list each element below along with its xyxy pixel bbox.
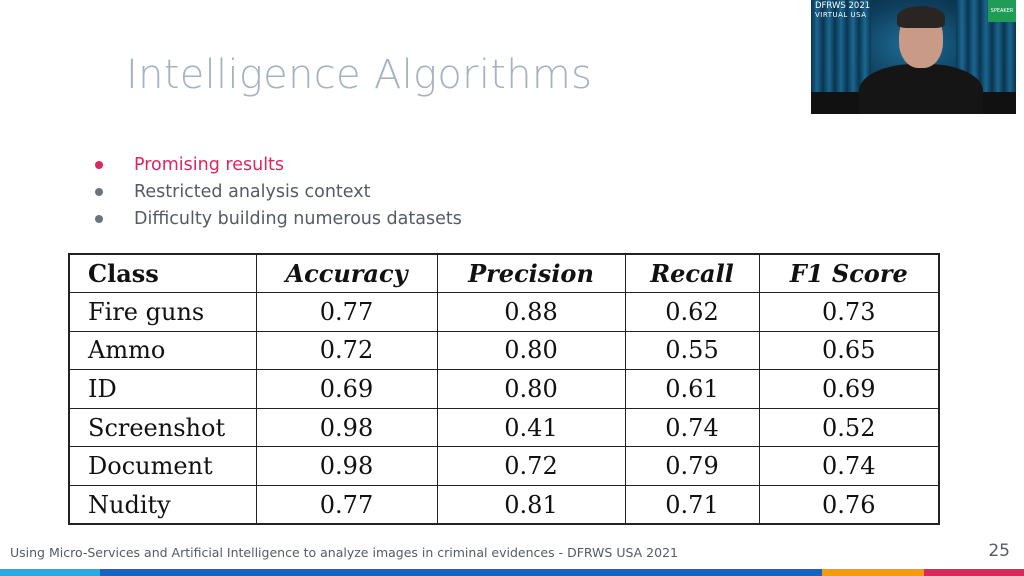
- cell-class: Fire guns: [68, 292, 257, 332]
- bottom-color-bar: [0, 569, 1024, 576]
- bullet-text: Difficulty building numerous datasets: [134, 208, 462, 229]
- bullet-item: Restricted analysis context: [95, 178, 462, 205]
- slide-footer: Using Micro-Services and Artificial Inte…: [10, 545, 678, 560]
- table-header-row: Class Accuracy Precision Recall F1 Score: [68, 253, 940, 294]
- cell-f1-score: 0.74: [758, 446, 940, 487]
- bullet-dot-icon: [95, 187, 103, 196]
- cell-class: ID: [68, 369, 257, 409]
- cell-precision: 0.81: [436, 485, 626, 525]
- table-row: Nudity 0.77 0.81 0.71 0.76: [68, 485, 940, 525]
- cell-f1-score: 0.69: [758, 369, 940, 409]
- cell-f1-score: 0.73: [758, 292, 940, 332]
- header-recall: Recall: [624, 253, 760, 294]
- bullet-dot-icon: [95, 214, 103, 223]
- cell-recall: 0.74: [624, 407, 760, 448]
- cell-precision: 0.80: [436, 369, 626, 409]
- bar-segment-blue: [100, 569, 822, 576]
- bar-segment-pink: [924, 569, 1024, 576]
- table-row: ID 0.69 0.80 0.61 0.69: [68, 369, 940, 409]
- cell-recall: 0.79: [624, 446, 760, 487]
- cell-precision: 0.41: [436, 407, 626, 448]
- results-table: Class Accuracy Precision Recall F1 Score…: [68, 253, 940, 526]
- results-table-container: Class Accuracy Precision Recall F1 Score…: [68, 253, 940, 526]
- bullet-text: Promising results: [134, 154, 285, 175]
- bullet-item: Promising results: [95, 151, 462, 178]
- header-class: Class: [68, 253, 257, 294]
- speaker-body: [859, 64, 983, 114]
- bullet-text: Restricted analysis context: [134, 181, 371, 202]
- cell-class: Screenshot: [68, 407, 257, 448]
- cell-recall: 0.55: [624, 330, 760, 371]
- dfrws-logo: DFRWS 2021 VIRTUAL USA: [815, 2, 870, 20]
- table-row: Screenshot 0.98 0.41 0.74 0.52: [68, 407, 940, 448]
- bar-segment-orange: [822, 569, 924, 576]
- cell-accuracy: 0.72: [255, 330, 438, 371]
- cell-class: Nudity: [68, 485, 257, 525]
- cell-class: Document: [68, 446, 257, 487]
- cell-accuracy: 0.69: [255, 369, 438, 409]
- cell-accuracy: 0.98: [255, 407, 438, 448]
- cell-accuracy: 0.77: [255, 485, 438, 525]
- header-precision: Precision: [436, 253, 626, 294]
- cell-precision: 0.72: [436, 446, 626, 487]
- cell-f1-score: 0.65: [758, 330, 940, 371]
- logo-line1: DFRWS 2021: [815, 1, 871, 11]
- bullet-list: Promising results Restricted analysis co…: [95, 151, 462, 232]
- bullet-dot-icon: [95, 160, 103, 169]
- speaker-video: DFRWS 2021 VIRTUAL USA SPEAKER: [811, 0, 1016, 114]
- header-f1-score: F1 Score: [758, 253, 940, 294]
- speaker-hair: [897, 6, 945, 28]
- table-row: Ammo 0.72 0.80 0.55 0.65: [68, 330, 940, 371]
- logo-line2: VIRTUAL USA: [815, 11, 867, 19]
- slide-title: Intelligence Algorithms: [126, 52, 593, 98]
- cell-accuracy: 0.77: [255, 292, 438, 332]
- cell-recall: 0.71: [624, 485, 760, 525]
- bullet-item: Difficulty building numerous datasets: [95, 205, 462, 232]
- cell-precision: 0.88: [436, 292, 626, 332]
- cell-f1-score: 0.52: [758, 407, 940, 448]
- table-row: Fire guns 0.77 0.88 0.62 0.73: [68, 292, 940, 332]
- cell-recall: 0.62: [624, 292, 760, 332]
- cell-class: Ammo: [68, 330, 257, 371]
- header-accuracy: Accuracy: [255, 253, 438, 294]
- cell-precision: 0.80: [436, 330, 626, 371]
- cell-f1-score: 0.76: [758, 485, 940, 525]
- bar-segment-light-blue: [0, 569, 100, 576]
- speaker-badge: SPEAKER: [988, 0, 1016, 22]
- cell-recall: 0.61: [624, 369, 760, 409]
- cell-accuracy: 0.98: [255, 446, 438, 487]
- table-row: Document 0.98 0.72 0.79 0.74: [68, 446, 940, 487]
- page-number: 25: [988, 541, 1010, 561]
